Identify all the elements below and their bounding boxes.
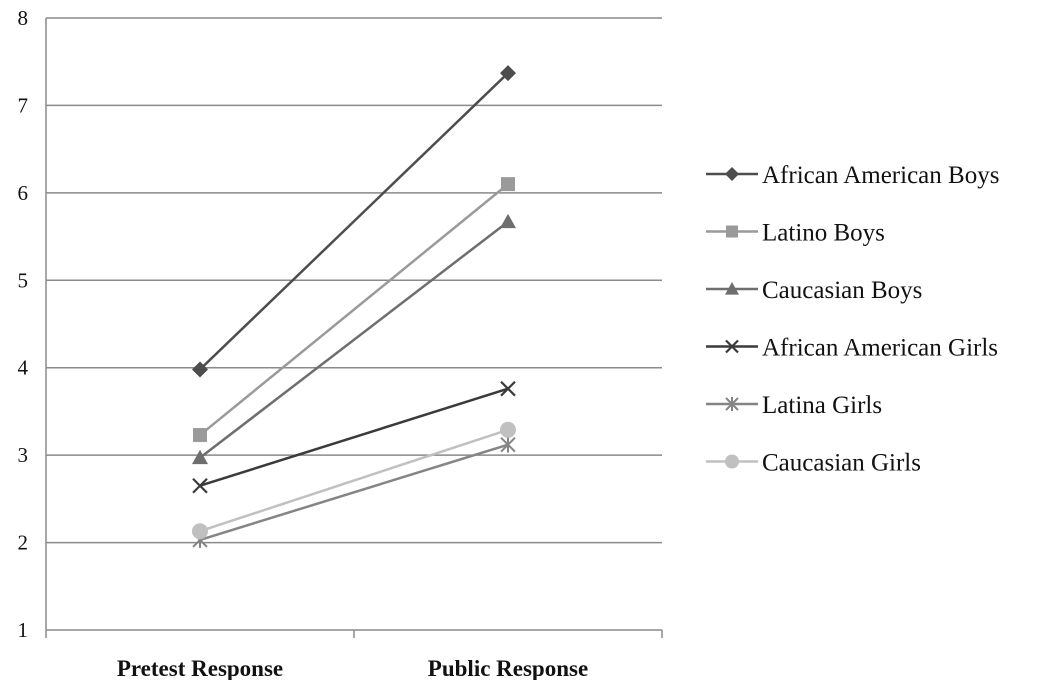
y-axis-tick-labels: 1 2 3 4 5 6 7 8 [18, 6, 29, 642]
series-caucasian-boys [192, 213, 516, 465]
legend-label: Caucasian Girls [762, 450, 921, 477]
legend-marker [725, 167, 739, 181]
data-point-latino-boys-0 [193, 428, 207, 443]
series-line-latino-boys [199, 183, 509, 437]
axes [45, 18, 663, 638]
data-point-caucasian-girls-1 [500, 421, 516, 438]
legend-label: African American Girls [762, 335, 998, 362]
series-lines [192, 65, 516, 548]
data-point-african-american-boys-0 [192, 361, 208, 378]
y-tick-label: 5 [18, 268, 29, 292]
legend-label: Latino Boys [762, 220, 885, 247]
data-point-caucasian-boys-1 [500, 213, 516, 229]
y-tick-label: 2 [18, 531, 29, 555]
legend-marker [725, 282, 739, 295]
legend-item-african-american-girls: African American Girls [706, 335, 998, 362]
series-latina-girls [192, 436, 516, 548]
legend-item-caucasian-girls: Caucasian Girls [706, 450, 921, 477]
legend-marker [725, 339, 739, 354]
series-caucasian-girls [192, 421, 516, 540]
series-line-caucasian-girls [199, 428, 509, 533]
series-african-american-boys [192, 65, 516, 378]
y-tick-label: 6 [18, 181, 29, 205]
x-category-label: Pretest Response [117, 656, 283, 680]
y-tick-label: 8 [18, 6, 29, 30]
legend-label: Latina Girls [762, 392, 882, 419]
data-point-caucasian-girls-0 [192, 523, 208, 540]
legend-marker [725, 454, 739, 469]
data-point-african-american-girls-0 [192, 477, 208, 494]
legend-item-latino-boys: Latino Boys [706, 220, 885, 247]
legend-item-caucasian-boys: Caucasian Boys [706, 277, 922, 304]
legend-item-african-american-boys: African American Boys [706, 162, 999, 189]
data-point-african-american-girls-1 [500, 380, 516, 397]
y-tick-label: 4 [18, 356, 29, 380]
data-point-caucasian-boys-0 [192, 449, 208, 465]
legend-label: African American Boys [762, 162, 999, 189]
data-point-latino-boys-1 [501, 177, 515, 192]
series-line-african-american-boys [199, 72, 509, 371]
x-category-label: Public Response [428, 656, 588, 680]
gridlines [46, 17, 662, 544]
series-line-african-american-girls [199, 387, 509, 487]
legend-marker [726, 225, 738, 238]
data-point-african-american-boys-1 [500, 65, 516, 82]
legend: African American Boys Latino Boys Caucasia… [706, 162, 999, 477]
series-african-american-girls [192, 380, 516, 494]
data-point-latina-girls-1 [500, 436, 516, 453]
y-tick-label: 1 [18, 618, 29, 642]
legend-marker [725, 397, 739, 411]
series-latino-boys [193, 177, 515, 443]
y-tick-label: 7 [18, 93, 29, 117]
series-line-caucasian-boys [199, 220, 509, 459]
x-axis-category-labels: Pretest Response Public Response [117, 656, 588, 680]
y-tick-label: 3 [18, 443, 29, 467]
legend-item-latina-girls: Latina Girls [706, 392, 882, 419]
series-line-latina-girls [199, 443, 509, 542]
legend-label: Caucasian Boys [762, 277, 922, 304]
